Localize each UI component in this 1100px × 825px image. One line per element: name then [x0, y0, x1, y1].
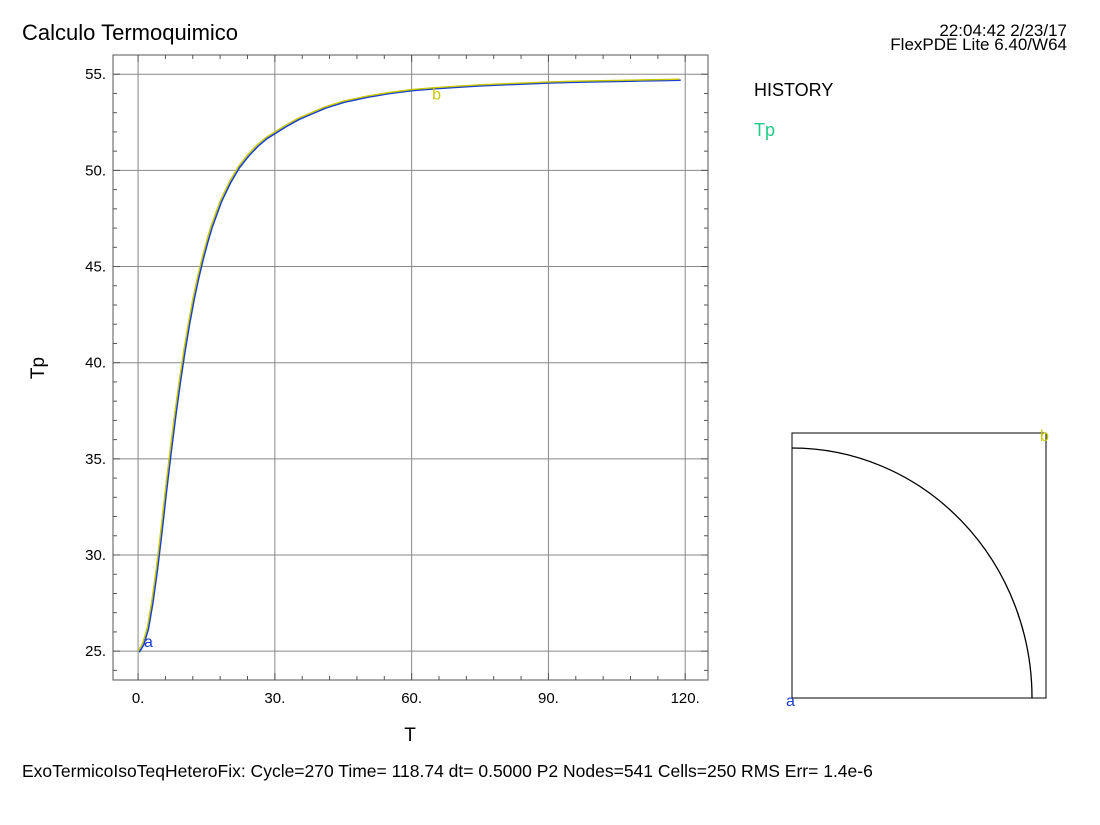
x-tick-label: 30. — [264, 690, 285, 707]
y-tick-label: 40. — [85, 355, 106, 372]
status-footer: ExoTermicoIsoTeqHeteroFix: Cycle=270 Tim… — [22, 761, 873, 781]
curve-label-b: b — [432, 87, 441, 104]
y-tick-label: 25. — [85, 643, 106, 660]
domain-arc — [791, 447, 1033, 699]
grid — [113, 55, 708, 680]
y-tick-label: 50. — [85, 162, 106, 179]
x-tick-label: 60. — [401, 690, 422, 707]
domain-label-b: b — [1040, 428, 1049, 445]
history-heading: HISTORY — [754, 80, 834, 100]
timestamp: 22:04:42 2/23/17 — [939, 21, 1067, 40]
x-tick-label: 120. — [671, 690, 700, 707]
domain-label-a: a — [786, 693, 795, 710]
axis-ticks — [113, 54, 708, 680]
page-title: Calculo Termoquimico — [22, 20, 239, 45]
y-tick-label: 30. — [85, 547, 106, 564]
series-line-tp-b — [137, 78, 680, 652]
plot-frame — [112, 54, 709, 681]
series-line-tp-a — [138, 79, 681, 653]
curve-label-a: a — [144, 634, 153, 651]
x-tick-label: 90. — [538, 690, 559, 707]
y-tick-label: 45. — [85, 259, 106, 276]
header-stamp: 22:04:42 2/23/17 FlexPDE Lite 6.40/W64 — [890, 21, 1067, 54]
domain-square — [791, 432, 1047, 699]
x-axis-title: T — [404, 725, 416, 746]
y-axis-title: Tp — [28, 357, 49, 379]
y-tick-label: 35. — [85, 451, 106, 468]
x-tick-label: 0. — [132, 690, 145, 707]
legend-item-tp: Tp — [754, 120, 776, 140]
version-label: FlexPDE Lite 6.40/W64 — [890, 35, 1067, 54]
y-tick-label: 55. — [85, 66, 106, 83]
tick-labels: 0. 30. 60. 90. 120. 25. 30. 35. 40. 45. 50. 55. — [85, 66, 700, 707]
series-lines: ab — [137, 78, 681, 653]
domain-diagram: a b — [786, 428, 1049, 710]
